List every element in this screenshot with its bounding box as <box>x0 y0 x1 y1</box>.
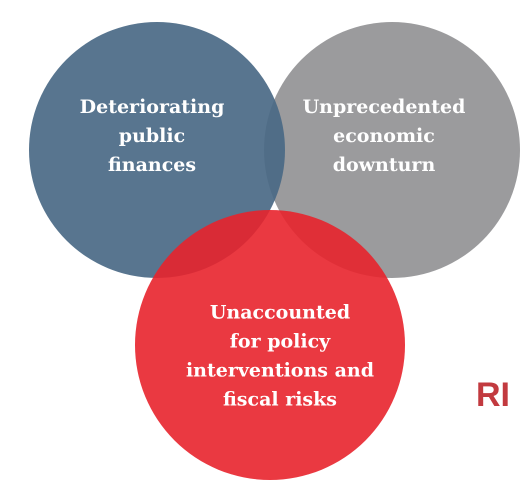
circle-downturn <box>264 22 520 278</box>
circle-label: interventions and <box>186 360 374 382</box>
circle-label: downturn <box>333 154 436 176</box>
circle-label: finances <box>108 154 196 176</box>
circle-finances <box>29 22 285 278</box>
circle-label: Unaccounted <box>210 302 350 324</box>
circle-label: public <box>119 125 185 147</box>
circle-risks <box>135 210 405 480</box>
circle-label: for policy <box>230 331 331 353</box>
cut-off-text: RI <box>476 376 510 414</box>
circle-label: fiscal risks <box>223 389 337 411</box>
circle-label: Unprecedented <box>303 96 466 118</box>
labels: Deteriorating public finances Unprecedented… <box>80 96 466 411</box>
circle-label: economic <box>333 125 435 147</box>
circle-label: Deteriorating <box>80 96 225 118</box>
